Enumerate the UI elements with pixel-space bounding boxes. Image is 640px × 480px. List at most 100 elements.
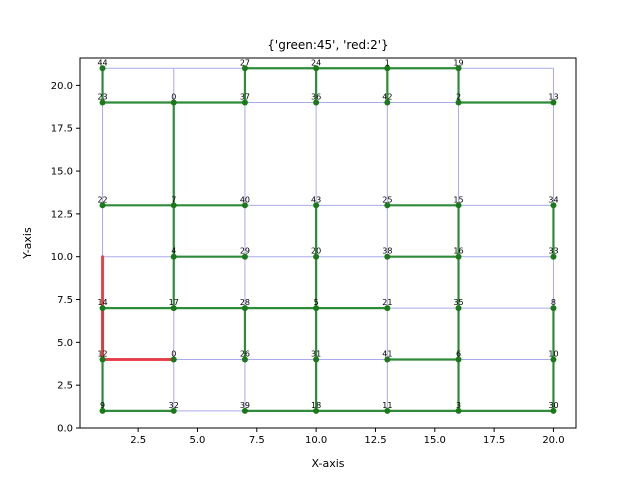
- node-label: 26: [240, 349, 250, 358]
- graph-node: [550, 99, 557, 106]
- graph-node: [170, 407, 177, 414]
- graph-node: [313, 407, 320, 414]
- node-label: 25: [382, 195, 392, 204]
- graph-node: [550, 305, 557, 312]
- node-label: 42: [382, 93, 392, 102]
- node-label: 43: [311, 195, 321, 204]
- node-label: 28: [240, 298, 250, 307]
- graph-node: [170, 356, 177, 363]
- graph-node: [99, 65, 106, 72]
- y-tick-label: 20.0: [51, 81, 73, 92]
- graph-node: [241, 305, 248, 312]
- graph-node: [313, 99, 320, 106]
- graph-node: [455, 356, 462, 363]
- y-tick-label: 2.5: [57, 381, 73, 392]
- node-label: 38: [382, 247, 392, 256]
- graph-node: [99, 407, 106, 414]
- y-tick-label: 15.0: [51, 167, 73, 178]
- graph-node: [313, 305, 320, 312]
- graph-node: [313, 356, 320, 363]
- node-label: 3: [456, 401, 461, 410]
- node-label: 22: [97, 195, 107, 204]
- y-tick-label: 17.5: [51, 124, 73, 135]
- graph-node: [241, 356, 248, 363]
- y-tick-label: 7.5: [57, 295, 73, 306]
- graph-node: [170, 305, 177, 312]
- node-label: 21: [382, 298, 392, 307]
- graph-node: [99, 356, 106, 363]
- chart-title: {'green:45', 'red:2'}: [267, 38, 388, 52]
- y-tick-label: 12.5: [51, 209, 73, 220]
- graph-node: [455, 253, 462, 260]
- x-tick-label: 7.5: [249, 435, 265, 446]
- x-tick-label: 10.0: [305, 435, 327, 446]
- node-label: 10: [548, 349, 558, 358]
- node-label: 13: [548, 93, 558, 102]
- node-label: 23: [97, 93, 107, 102]
- node-label: 17: [169, 298, 179, 307]
- plot-frame: [79, 57, 577, 429]
- graph-node: [550, 407, 557, 414]
- node-label: 7: [171, 195, 176, 204]
- graph-node: [384, 305, 391, 312]
- graph-node: [455, 407, 462, 414]
- node-label: 20: [311, 247, 321, 256]
- node-label: 24: [311, 58, 321, 67]
- node-label: 0: [171, 93, 176, 102]
- graph-node: [455, 305, 462, 312]
- graph-node: [241, 202, 248, 209]
- node-label: 30: [548, 401, 558, 410]
- graph-node: [170, 253, 177, 260]
- y-axis-ticks: 0.0 2.5 5.0 7.5 10.0 12.5 15.0 17.5 20.0: [51, 81, 80, 435]
- x-tick-label: 12.5: [364, 435, 386, 446]
- graph-node: [384, 99, 391, 106]
- graph-node: [313, 202, 320, 209]
- graph-node: [313, 65, 320, 72]
- node-label: 39: [240, 401, 250, 410]
- y-axis-label: Y-axis: [21, 227, 34, 260]
- node-label: 41: [382, 349, 392, 358]
- x-tick-label: 15.0: [424, 435, 446, 446]
- graph-node: [550, 202, 557, 209]
- graph-node: [384, 407, 391, 414]
- node-label: 40: [240, 195, 250, 204]
- node-label: 11: [382, 401, 392, 410]
- node-label: 37: [240, 93, 250, 102]
- graph-node: [550, 356, 557, 363]
- graph-node: [241, 99, 248, 106]
- node-label: 44: [97, 58, 107, 67]
- graph-node: [384, 356, 391, 363]
- node-label: 32: [169, 401, 179, 410]
- graph-node: [99, 99, 106, 106]
- y-tick-label: 5.0: [57, 338, 73, 349]
- node-label: 34: [548, 195, 558, 204]
- graph-node: [241, 407, 248, 414]
- graph-node: [313, 253, 320, 260]
- graph-node: [455, 99, 462, 106]
- node-label: 27: [240, 58, 250, 67]
- graph-node: [99, 305, 106, 312]
- node-label: 36: [311, 93, 321, 102]
- node-label: 1: [385, 58, 390, 67]
- x-axis-ticks: 2.5 5.0 7.5 10.0 12.5 15.0 17.5 20.0: [130, 428, 565, 446]
- node-label: 29: [240, 247, 250, 256]
- node-label: 6: [456, 349, 461, 358]
- graph-node: [384, 202, 391, 209]
- x-tick-label: 17.5: [483, 435, 505, 446]
- x-tick-label: 20.0: [542, 435, 564, 446]
- graph-node: [455, 202, 462, 209]
- node-label: 15: [453, 195, 463, 204]
- node-label: 14: [97, 298, 107, 307]
- node-label: 12: [97, 349, 107, 358]
- node-label: 0: [171, 349, 176, 358]
- y-tick-label: 10.0: [51, 252, 73, 263]
- node-label: 19: [453, 58, 463, 67]
- node-label: 33: [548, 247, 558, 256]
- y-tick-label: 0.0: [57, 424, 73, 435]
- node-label: 8: [551, 298, 556, 307]
- x-axis-label: X-axis: [312, 457, 345, 470]
- graph-node: [241, 253, 248, 260]
- node-label: 31: [311, 349, 321, 358]
